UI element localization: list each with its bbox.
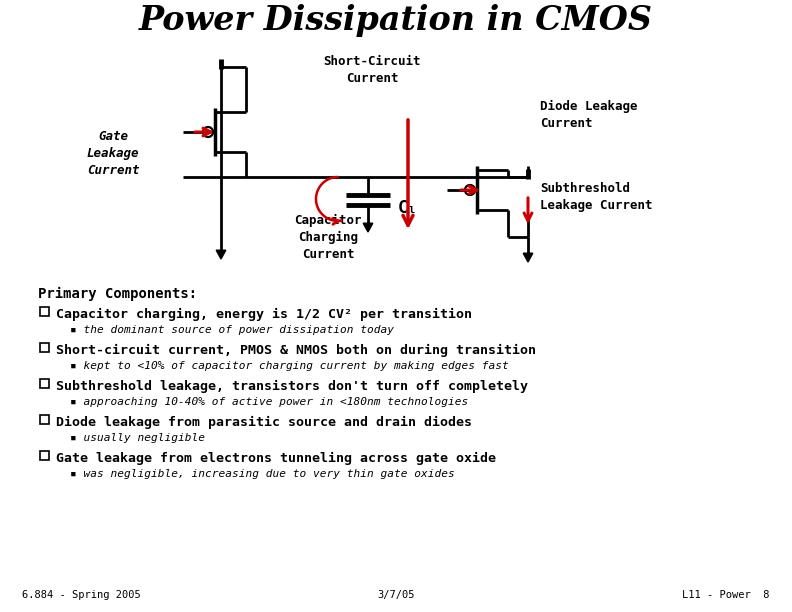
Text: Capacitor
Charging
Current: Capacitor Charging Current bbox=[295, 214, 362, 261]
Text: Diode leakage from parasitic source and drain diodes: Diode leakage from parasitic source and … bbox=[56, 416, 472, 429]
Text: Short-circuit current, PMOS & NMOS both on during transition: Short-circuit current, PMOS & NMOS both … bbox=[56, 344, 536, 357]
Text: Gate leakage from electrons tunneling across gate oxide: Gate leakage from electrons tunneling ac… bbox=[56, 452, 496, 465]
FancyBboxPatch shape bbox=[40, 379, 49, 388]
Text: Diode Leakage
Current: Diode Leakage Current bbox=[540, 100, 638, 130]
Text: ▪ was negligible, increasing due to very thin gate oxides: ▪ was negligible, increasing due to very… bbox=[70, 469, 455, 479]
Polygon shape bbox=[524, 253, 533, 262]
Text: Subthreshold leakage, transistors don't turn off completely: Subthreshold leakage, transistors don't … bbox=[56, 380, 528, 393]
Text: ▪ approaching 10-40% of active power in <180nm technologies: ▪ approaching 10-40% of active power in … bbox=[70, 397, 468, 407]
Text: ▪ kept to <10% of capacitor charging current by making edges fast: ▪ kept to <10% of capacitor charging cur… bbox=[70, 361, 508, 371]
Text: Power Dissipation in CMOS: Power Dissipation in CMOS bbox=[139, 4, 653, 37]
Text: Short-Circuit
Current: Short-Circuit Current bbox=[323, 55, 421, 85]
Polygon shape bbox=[216, 250, 226, 259]
FancyBboxPatch shape bbox=[40, 307, 49, 316]
Text: 3/7/05: 3/7/05 bbox=[377, 590, 415, 600]
Text: ▪ the dominant source of power dissipation today: ▪ the dominant source of power dissipati… bbox=[70, 325, 394, 335]
Text: Cₗ: Cₗ bbox=[398, 199, 418, 217]
Text: ▪ usually negligible: ▪ usually negligible bbox=[70, 433, 205, 443]
Text: 6.884 - Spring 2005: 6.884 - Spring 2005 bbox=[22, 590, 141, 600]
Text: Subthreshold
Leakage Current: Subthreshold Leakage Current bbox=[540, 182, 653, 212]
Text: Gate
Leakage
Current: Gate Leakage Current bbox=[87, 130, 139, 177]
FancyBboxPatch shape bbox=[40, 415, 49, 424]
FancyBboxPatch shape bbox=[40, 451, 49, 460]
Text: Capacitor charging, energy is 1/2 CV² per transition: Capacitor charging, energy is 1/2 CV² pe… bbox=[56, 308, 472, 321]
FancyBboxPatch shape bbox=[40, 343, 49, 352]
Text: Primary Components:: Primary Components: bbox=[38, 287, 197, 301]
Polygon shape bbox=[364, 223, 373, 232]
Text: L11 - Power  8: L11 - Power 8 bbox=[683, 590, 770, 600]
